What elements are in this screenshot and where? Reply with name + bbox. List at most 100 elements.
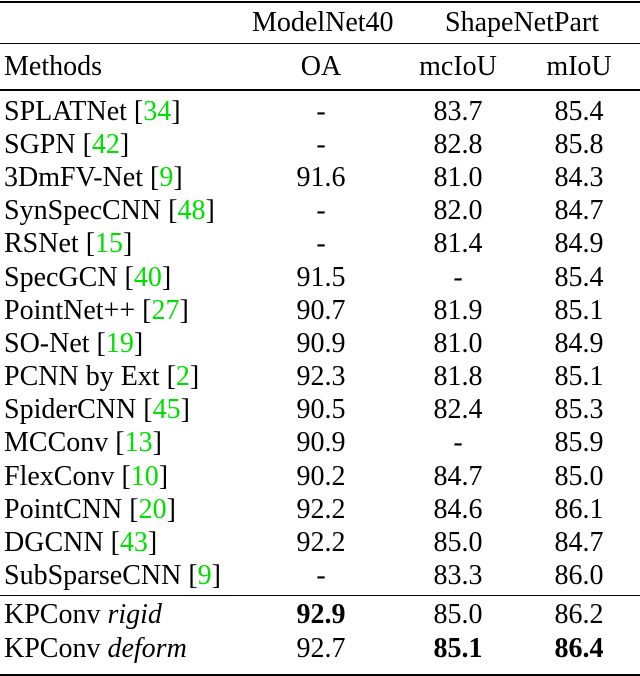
method-label: KPConv bbox=[4, 632, 101, 664]
oa-value: - bbox=[316, 128, 326, 160]
dataset-group-header-row: ModelNet40 ShapeNetPart bbox=[0, 3, 640, 44]
column-header-miou: mIoU bbox=[546, 50, 612, 82]
table-body: SPLATNet34 - 83.7 85.4 SGPN42 - 82.8 85.… bbox=[0, 91, 640, 595]
miou-value: 84.9 bbox=[554, 228, 604, 260]
method-label: RSNet bbox=[4, 228, 79, 260]
mciou-value: 83.3 bbox=[433, 560, 483, 592]
citation-ref: 48 bbox=[168, 195, 215, 226]
citation-ref: 34 bbox=[134, 96, 181, 127]
miou-value: 85.1 bbox=[554, 361, 604, 393]
method-label: SynSpecCNN bbox=[4, 195, 162, 227]
mciou-value: 81.0 bbox=[433, 327, 483, 359]
miou-value: 84.7 bbox=[554, 195, 604, 227]
method-name: SO-Net19 bbox=[0, 328, 252, 360]
oa-value: 92.7 bbox=[296, 632, 346, 664]
kpconv-results-section: KPConv rigid 92.9 85.0 86.2 KPConv deform … bbox=[0, 594, 640, 674]
citation-ref: 43 bbox=[111, 527, 158, 558]
miou-value: 86.4 bbox=[554, 632, 604, 664]
table-row: MCConv13 90.9 - 85.9 bbox=[0, 427, 640, 460]
citation-ref: 10 bbox=[121, 461, 168, 492]
table-row: FlexConv10 90.2 84.7 85.0 bbox=[0, 460, 640, 493]
citation-ref: 15 bbox=[86, 228, 133, 259]
method-name: DGCNN43 bbox=[0, 527, 252, 559]
oa-value: - bbox=[316, 195, 326, 227]
table-row: SubSparseCNN9 - 83.3 86.0 bbox=[0, 560, 640, 593]
miou-value: 84.9 bbox=[554, 327, 604, 359]
oa-value: 92.3 bbox=[296, 361, 346, 393]
method-name: SGPN42 bbox=[0, 129, 252, 161]
oa-value: 90.5 bbox=[296, 394, 346, 426]
method-name: KPConv rigid bbox=[0, 599, 252, 631]
citation-ref: 27 bbox=[142, 295, 189, 326]
method-name: SpecGCN40 bbox=[0, 262, 252, 294]
citation-ref: 42 bbox=[83, 129, 130, 160]
method-label: SubSparseCNN bbox=[4, 560, 182, 592]
mciou-value: 85.1 bbox=[433, 632, 483, 664]
miou-value: 85.4 bbox=[554, 261, 604, 293]
method-name: 3DmFV-Net9 bbox=[0, 162, 252, 194]
citation-ref: 9 bbox=[150, 162, 183, 193]
oa-value: - bbox=[316, 228, 326, 260]
group-header-shapenetpart: ShapeNetPart bbox=[445, 7, 599, 38]
oa-value: 90.9 bbox=[296, 427, 346, 459]
oa-value: 91.6 bbox=[296, 161, 346, 193]
table-row: SpiderCNN45 90.5 82.4 85.3 bbox=[0, 394, 640, 427]
method-name: SynSpecCNN48 bbox=[0, 195, 252, 227]
citation-ref: 13 bbox=[115, 427, 162, 458]
oa-value: 90.2 bbox=[296, 460, 346, 492]
mciou-value: 82.4 bbox=[433, 394, 483, 426]
table-row-kpconv-rigid: KPConv rigid 92.9 85.0 86.2 bbox=[0, 599, 640, 632]
table-row: SGPN42 - 82.8 85.8 bbox=[0, 128, 640, 161]
method-label: PointNet++ bbox=[4, 294, 136, 326]
method-label: SpiderCNN bbox=[4, 394, 137, 426]
method-name: PointNet++27 bbox=[0, 295, 252, 327]
table-row: SpecGCN40 91.5 - 85.4 bbox=[0, 261, 640, 294]
method-variant-label: rigid bbox=[107, 599, 162, 631]
mciou-value: 84.6 bbox=[433, 493, 483, 525]
mciou-value: 81.4 bbox=[433, 228, 483, 260]
citation-ref: 19 bbox=[97, 328, 144, 359]
citation-ref: 45 bbox=[143, 394, 190, 425]
miou-value: 85.4 bbox=[554, 95, 604, 127]
oa-value: 91.5 bbox=[296, 261, 346, 293]
mciou-value: 85.0 bbox=[433, 599, 483, 631]
miou-value: 86.2 bbox=[554, 599, 604, 631]
mciou-value: 82.8 bbox=[433, 128, 483, 160]
method-label: SPLATNet bbox=[4, 95, 127, 127]
method-name: SpiderCNN45 bbox=[0, 394, 252, 426]
miou-value: 86.0 bbox=[554, 560, 604, 592]
method-label: MCConv bbox=[4, 427, 109, 459]
method-label: PointCNN bbox=[4, 493, 123, 525]
method-label: SpecGCN bbox=[4, 261, 118, 293]
mciou-value: - bbox=[453, 427, 463, 459]
oa-value: 92.9 bbox=[296, 599, 346, 631]
oa-value: 92.2 bbox=[296, 527, 346, 559]
miou-value: 84.7 bbox=[554, 527, 604, 559]
oa-value: 90.7 bbox=[296, 294, 346, 326]
miou-value: 84.3 bbox=[554, 161, 604, 193]
column-header-row: Methods OA mcIoU mIoU bbox=[0, 44, 640, 91]
mciou-value: 85.0 bbox=[433, 527, 483, 559]
oa-value: - bbox=[316, 560, 326, 592]
method-label: PCNN by Ext bbox=[4, 361, 160, 393]
method-label: FlexConv bbox=[4, 460, 115, 492]
oa-value: 90.9 bbox=[296, 327, 346, 359]
mciou-value: 81.8 bbox=[433, 361, 483, 393]
table-row: SynSpecCNN48 - 82.0 84.7 bbox=[0, 195, 640, 228]
method-name: PCNN by Ext2 bbox=[0, 361, 252, 393]
table-row: PointCNN20 92.2 84.6 86.1 bbox=[0, 493, 640, 526]
method-name: RSNet15 bbox=[0, 228, 252, 260]
method-name: SPLATNet34 bbox=[0, 96, 252, 128]
oa-value: 92.2 bbox=[296, 493, 346, 525]
method-label: 3DmFV-Net bbox=[4, 161, 143, 193]
citation-ref: 20 bbox=[129, 494, 176, 525]
oa-value: - bbox=[316, 95, 326, 127]
method-name: MCConv13 bbox=[0, 427, 252, 459]
citation-ref: 9 bbox=[188, 560, 221, 591]
group-header-modelnet40: ModelNet40 bbox=[252, 7, 394, 38]
method-name: FlexConv10 bbox=[0, 461, 252, 493]
column-header-methods: Methods bbox=[4, 50, 102, 82]
method-variant-label: deform bbox=[107, 632, 187, 664]
table-row: RSNet15 - 81.4 84.9 bbox=[0, 228, 640, 261]
